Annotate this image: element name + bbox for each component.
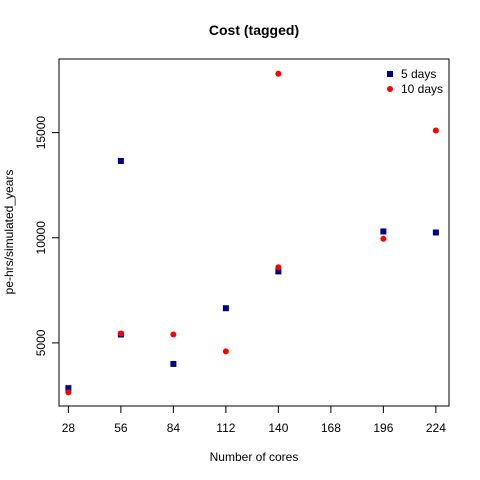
x-tick-label: 140 [268,421,288,435]
point-5-days [117,157,124,164]
x-tick-label: 168 [321,421,341,435]
x-tick-label: 28 [62,421,76,435]
point-5-days [170,360,177,367]
point-10-days [170,331,177,338]
point-10-days [65,389,72,396]
legend-label: 10 days [401,82,443,96]
point-5-days [432,229,439,236]
legend-marker-square [387,71,393,77]
point-10-days [432,127,439,134]
x-tick-label: 56 [114,421,128,435]
point-10-days [117,330,124,337]
x-axis-label: Number of cores [210,450,299,464]
point-10-days [275,70,282,77]
point-10-days [380,235,387,242]
chart-title: Cost (tagged) [209,22,299,38]
x-axis: 28 56 84 112 140 168 196 224 [62,406,446,435]
point-5-days [222,305,229,312]
legend-label: 5 days [401,67,436,81]
y-tick-label: 15000 [34,116,48,150]
y-axis: 5000 10000 15000 [34,116,59,356]
x-tick-label: 224 [426,421,446,435]
point-5-days [65,385,72,392]
x-tick-label: 84 [167,421,181,435]
x-tick-label: 196 [373,421,393,435]
y-tick-label: 5000 [34,329,48,356]
point-5-days [275,268,282,275]
point-5-days [380,228,387,235]
y-axis-label: pe-hrs/simulated_years [2,170,16,295]
y-tick-label: 10000 [34,221,48,255]
legend-marker-circle [387,86,393,92]
x-tick-label: 112 [216,421,235,435]
plot-frame [58,58,450,407]
data-points [65,70,439,396]
point-10-days [222,348,229,355]
point-10-days [275,264,282,271]
